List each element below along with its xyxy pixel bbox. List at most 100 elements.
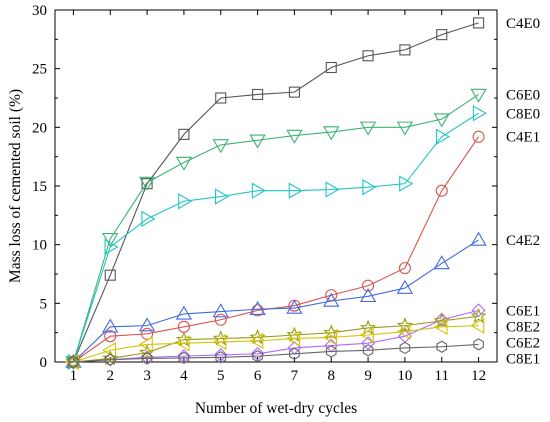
data-point	[396, 121, 414, 136]
data-point	[325, 345, 337, 358]
y-tick-label: 15	[32, 179, 47, 195]
data-point	[472, 105, 487, 122]
data-point	[362, 344, 374, 357]
data-point	[215, 92, 227, 104]
data-point	[470, 317, 485, 334]
series-label: C6E0	[506, 87, 540, 103]
data-point	[470, 231, 487, 246]
x-tick-label: 11	[435, 368, 449, 384]
data-point	[396, 279, 414, 294]
series-label: C4E1	[506, 130, 540, 146]
data-point	[249, 300, 266, 315]
data-point	[212, 333, 227, 351]
data-point	[289, 347, 300, 360]
data-point	[434, 312, 449, 327]
data-point	[252, 88, 264, 101]
series-C4E1	[67, 130, 485, 369]
series-label: C6E1	[506, 303, 540, 319]
y-tick-label: 25	[32, 62, 47, 78]
series-line	[73, 325, 479, 363]
data-point	[251, 182, 266, 199]
data-point	[212, 139, 229, 154]
data-point	[286, 299, 303, 314]
data-point	[102, 233, 119, 248]
data-point	[470, 88, 487, 103]
data-point	[433, 255, 450, 270]
data-point	[435, 128, 451, 145]
data-point	[176, 349, 191, 364]
data-point	[215, 188, 230, 205]
data-point	[104, 353, 116, 366]
y-tick-label: 30	[32, 3, 47, 19]
series-C6E0	[65, 88, 487, 371]
data-point	[215, 351, 227, 364]
series-label: C8E0	[506, 106, 540, 122]
data-point	[398, 262, 411, 275]
x-axis-label: Number of wet-dry cycles	[195, 400, 357, 417]
x-tick-label: 9	[364, 368, 372, 384]
y-tick-label: 0	[40, 355, 48, 371]
data-point	[433, 113, 450, 128]
data-point	[433, 318, 448, 335]
series-C8E0	[67, 105, 487, 371]
plot-frame	[54, 9, 498, 363]
series-label: C8E1	[506, 351, 540, 367]
y-tick-label: 5	[40, 296, 48, 312]
series-line	[72, 112, 479, 363]
data-point	[175, 335, 190, 352]
data-point	[322, 329, 338, 346]
x-tick-label: 6	[254, 368, 262, 384]
x-tick-label: 7	[291, 368, 299, 384]
x-tick-label: 3	[143, 368, 151, 384]
series-line	[73, 136, 480, 363]
data-point	[396, 317, 414, 333]
data-point	[433, 312, 450, 328]
data-point	[473, 17, 485, 29]
data-point	[288, 182, 303, 199]
x-tick-label: 5	[217, 368, 225, 384]
data-point	[214, 313, 227, 326]
series-C4E0	[67, 17, 485, 368]
series-label: C8E2	[506, 319, 540, 335]
series-line	[73, 239, 479, 363]
data-point	[286, 330, 301, 347]
x-tick-label: 4	[180, 368, 188, 384]
y-tick-label: 20	[32, 120, 47, 136]
data-point	[325, 61, 337, 74]
data-point	[102, 318, 119, 333]
series-label: C6E2	[506, 335, 540, 351]
data-point	[175, 305, 193, 320]
data-point	[138, 336, 153, 353]
data-point	[101, 342, 116, 359]
data-point	[213, 347, 228, 362]
data-point	[286, 129, 303, 144]
data-point	[178, 193, 193, 210]
data-point	[359, 121, 377, 136]
data-point	[212, 303, 229, 318]
data-point	[138, 176, 156, 191]
data-point	[323, 126, 340, 141]
data-point	[104, 238, 119, 256]
data-point	[104, 330, 117, 343]
series-line	[73, 315, 479, 363]
x-tick-label: 8	[328, 368, 336, 384]
y-axis-label: Mass loss of cemented soil (%)	[7, 89, 24, 283]
data-point	[178, 128, 190, 140]
data-point	[362, 279, 375, 292]
series-C6E2	[65, 317, 485, 371]
data-point	[141, 210, 156, 228]
y-tick-label: 10	[32, 238, 47, 254]
data-point	[250, 346, 265, 361]
data-point	[359, 287, 377, 303]
data-point	[249, 134, 266, 149]
data-point	[435, 184, 448, 197]
series-line	[72, 22, 479, 363]
data-point	[470, 307, 487, 324]
data-point	[436, 29, 448, 41]
data-point	[359, 326, 374, 344]
series-C4E2	[65, 231, 487, 368]
data-point	[252, 349, 263, 363]
